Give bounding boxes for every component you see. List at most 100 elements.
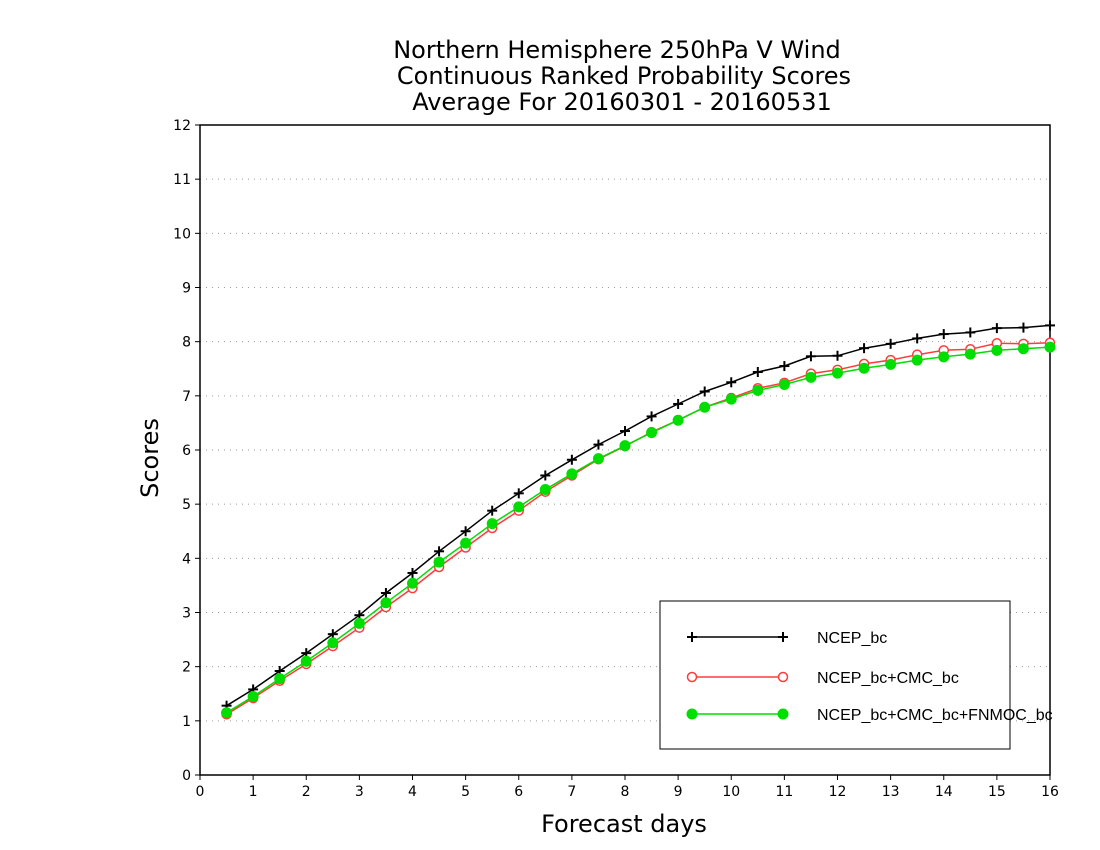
x-axis-label: Forecast days xyxy=(541,810,707,838)
data-point xyxy=(380,597,392,609)
legend-entry: NCEP_bc+CMC_bc+FNMOC_bc xyxy=(686,707,1053,724)
y-tick-label: 6 xyxy=(182,443,191,459)
data-point xyxy=(327,637,339,649)
y-tick-label: 1 xyxy=(182,714,191,730)
x-tick-label: 0 xyxy=(196,784,205,800)
data-point xyxy=(699,401,711,413)
x-tick-label: 11 xyxy=(775,784,793,800)
data-point xyxy=(539,484,551,496)
x-tick-label: 8 xyxy=(621,784,630,800)
data-point xyxy=(699,386,710,397)
x-tick-label: 2 xyxy=(302,784,311,800)
data-point xyxy=(832,367,843,379)
data-point xyxy=(686,708,698,720)
y-tick-label: 11 xyxy=(173,172,191,188)
legend-label: NCEP_bc+CMC_bc+FNMOC_bc xyxy=(817,707,1053,724)
data-point xyxy=(1045,320,1055,331)
data-point xyxy=(566,454,577,465)
data-point xyxy=(858,362,870,374)
data-point xyxy=(1017,343,1029,355)
data-point xyxy=(1018,322,1029,333)
data-point xyxy=(991,344,1003,356)
y-tick-label: 2 xyxy=(182,660,191,676)
data-point xyxy=(407,567,418,578)
data-point xyxy=(938,351,950,363)
data-point xyxy=(221,707,233,719)
data-point xyxy=(380,588,391,598)
data-point xyxy=(912,333,923,344)
data-point xyxy=(964,348,976,360)
data-point xyxy=(859,343,870,354)
title-line-1: Northern Hemisphere 250hPa V Wind xyxy=(393,36,841,64)
data-point xyxy=(407,577,418,589)
data-point xyxy=(566,468,578,480)
data-point xyxy=(487,505,498,516)
y-tick-label: 10 xyxy=(173,226,191,242)
series-2 xyxy=(221,341,1056,719)
legend-label: NCEP_bc+CMC_bc xyxy=(817,670,959,687)
data-point xyxy=(779,361,790,372)
x-tick-label: 14 xyxy=(935,784,953,800)
y-tick-label: 8 xyxy=(182,335,191,351)
x-tick-label: 5 xyxy=(461,784,470,800)
data-point xyxy=(513,488,524,499)
title-line-2: Continuous Ranked Probability Scores xyxy=(397,62,851,90)
data-point xyxy=(805,351,816,362)
x-tick-label: 7 xyxy=(567,784,576,800)
x-tick-label: 1 xyxy=(249,784,258,800)
y-tick-label: 0 xyxy=(182,768,191,784)
y-tick-label: 4 xyxy=(182,551,191,567)
data-point xyxy=(965,327,976,338)
data-point xyxy=(274,673,286,685)
x-tick-label: 3 xyxy=(355,784,364,800)
data-point xyxy=(486,518,498,530)
series-group xyxy=(221,320,1056,720)
data-point xyxy=(593,439,604,450)
title-line-3: Average For 20160301 - 20160531 xyxy=(412,88,832,116)
data-point xyxy=(646,427,658,439)
y-tick-label: 3 xyxy=(182,606,191,622)
data-point xyxy=(353,617,365,629)
data-point xyxy=(1044,341,1056,353)
data-point xyxy=(885,358,897,370)
x-tick-label: 10 xyxy=(722,784,740,800)
chart-title: Northern Hemisphere 250hPa V Wind Contin… xyxy=(393,36,851,116)
data-point xyxy=(805,371,817,383)
data-point xyxy=(433,556,445,568)
data-point xyxy=(619,440,631,452)
data-point xyxy=(885,338,896,349)
data-point xyxy=(778,632,788,642)
data-point xyxy=(752,384,764,396)
y-tick-label: 9 xyxy=(182,281,191,297)
data-point xyxy=(673,398,684,409)
y-tick-label: 5 xyxy=(182,497,191,513)
data-point xyxy=(832,350,843,361)
data-point xyxy=(991,323,1002,334)
data-point xyxy=(540,470,551,481)
data-point xyxy=(777,671,789,683)
data-point xyxy=(777,708,789,720)
y-tick-label: 7 xyxy=(182,389,191,405)
data-point xyxy=(646,411,657,422)
x-tick-label: 13 xyxy=(882,784,900,800)
legend-entry: NCEP_bc+CMC_bc xyxy=(686,670,959,687)
data-point xyxy=(778,378,790,390)
legend-box xyxy=(659,600,1011,750)
x-tick-label: 12 xyxy=(829,784,847,800)
data-point xyxy=(247,690,259,702)
y-tick-label: 12 xyxy=(173,118,191,134)
data-point xyxy=(938,329,949,340)
data-point xyxy=(752,367,763,377)
legend-entry: NCEP_bc xyxy=(687,630,887,647)
data-point xyxy=(725,393,737,405)
data-point xyxy=(686,671,698,683)
x-tick-label: 4 xyxy=(408,784,417,800)
data-point xyxy=(687,632,697,642)
data-point xyxy=(434,546,445,557)
y-axis-label: Scores xyxy=(136,418,164,498)
series-0 xyxy=(221,320,1055,711)
data-point xyxy=(620,426,630,437)
data-point xyxy=(460,537,472,549)
